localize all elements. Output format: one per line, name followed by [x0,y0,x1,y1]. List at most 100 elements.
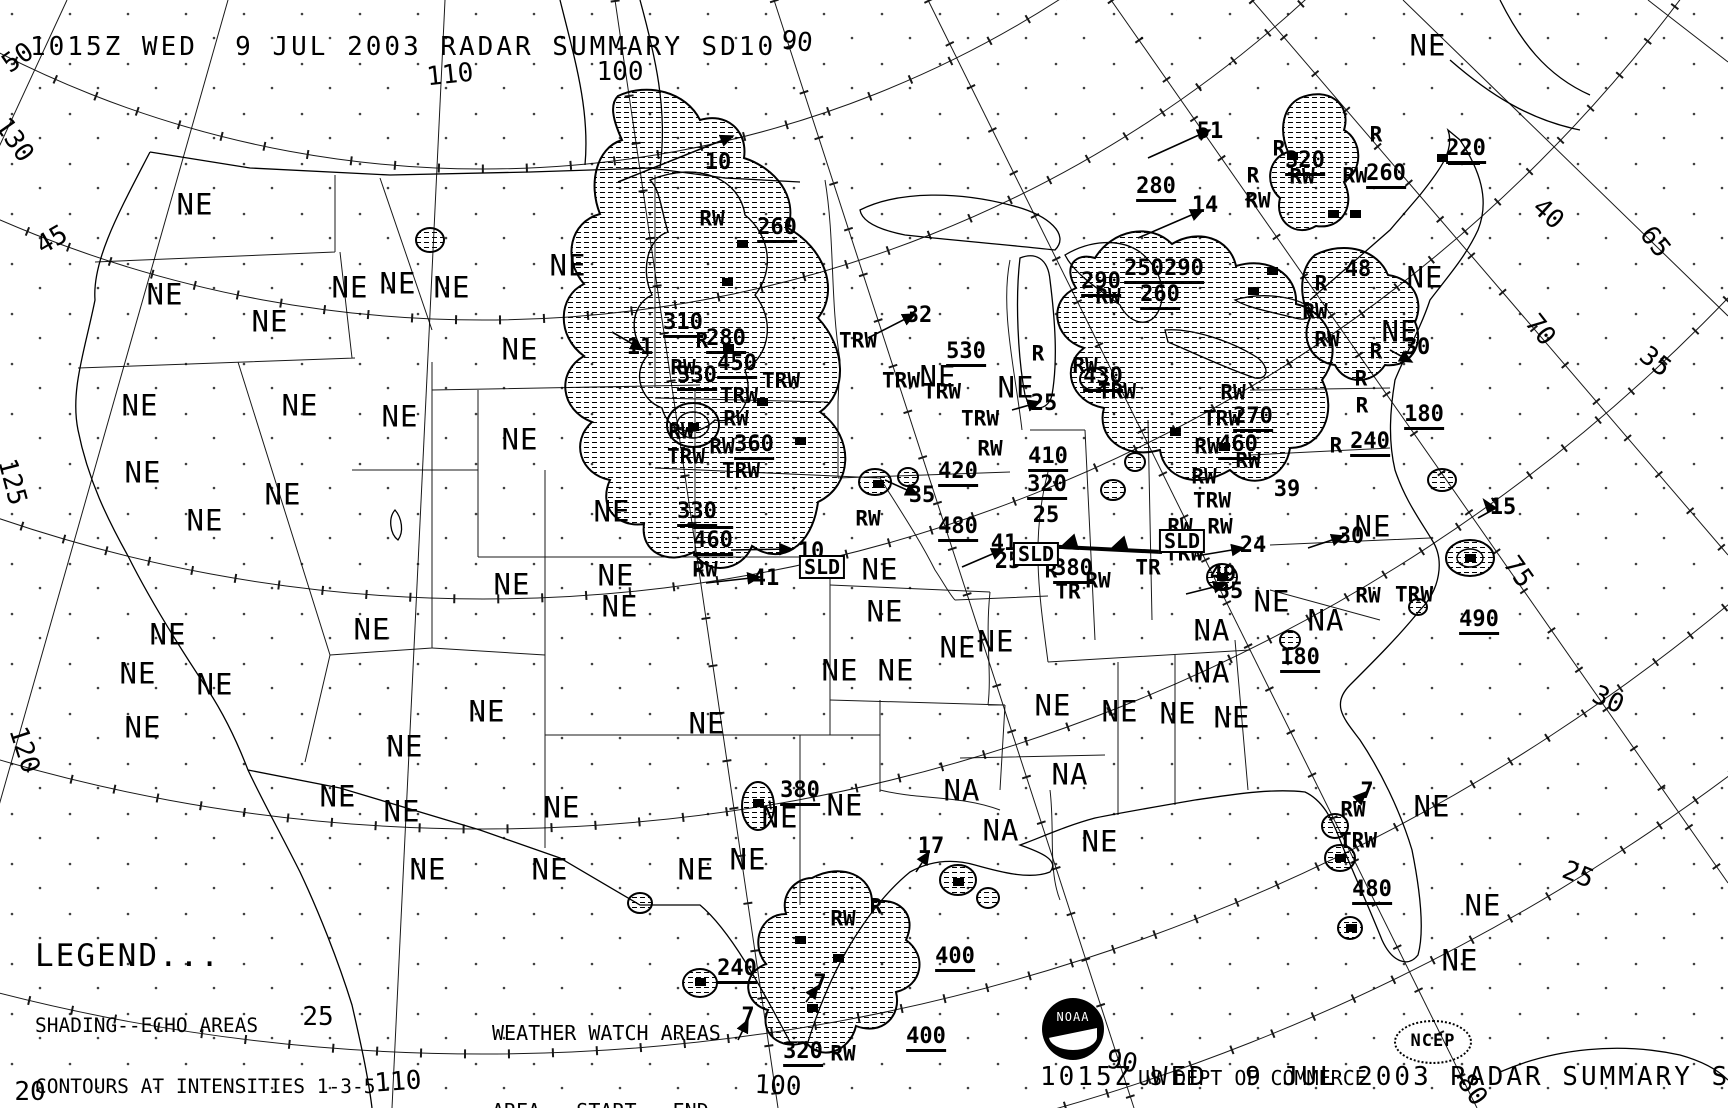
map-label-ne: NE [821,653,859,688]
map-label-ne: NE [353,612,391,647]
map-label-ne: NE [176,187,214,222]
map-label-top: 320 [1285,150,1325,176]
map-label-ne: NE [493,567,531,602]
map-label-wx: RW [1245,188,1271,213]
map-label-wx: R [1354,366,1368,391]
map-label-ne: NE [1354,509,1392,544]
map-label-ne: NE [826,788,864,823]
map-label-wx: R [1031,341,1045,366]
map-label-ne: NE [146,277,184,312]
map-label-top: 330 [677,365,717,391]
map-label-wx: RW [977,436,1003,461]
map-label-wx: RW [1302,299,1328,324]
map-label-wx: TRW [1395,582,1433,607]
map-label-wx: TRW [762,368,800,393]
map-label-top: 180 [1280,647,1320,673]
map-label-top: 410 [1028,446,1068,472]
map-label-wx: RW [1072,353,1098,378]
map-label-wx: TRW [961,406,999,431]
map-label-grat: 100 [753,1069,803,1103]
map-label-top: 270 [1233,406,1273,432]
map-label-ne: NE [531,852,569,887]
map-label-grat: 100 [596,57,644,87]
map-label-wx: R [1246,163,1260,188]
map-label-wx: R [869,894,883,919]
map-label-ne: NE [1409,28,1447,63]
map-label-box: SLD [1012,542,1060,566]
map-label-ne: NE [1464,888,1502,923]
map-label-wx: R [1314,271,1328,296]
map-label-ne: NE [877,653,915,688]
map-label-grat: 90 [779,25,815,59]
map-label-ne: NE [866,594,904,629]
map-label-spd: 49 [1209,562,1237,587]
map-label-wx: RW [1085,568,1111,593]
map-label-wx: RW [1355,583,1381,608]
map-label-spd: 35 [1216,579,1244,604]
map-label-ne: NE [861,552,899,587]
map-label-ne: NE [1081,824,1119,859]
map-label-box: SLD [798,555,846,579]
map-label-box: SLD [1158,529,1206,553]
map-label-ne: NE [433,270,471,305]
map-label-top: 330 [677,501,717,527]
map-label-top: 360 [734,434,774,460]
map-label-top: 480 [938,516,978,542]
map-label-wx: RW [699,206,725,231]
map-label-ne: NE [1101,694,1139,729]
map-label-ne: NE [1441,943,1479,978]
map-label-ne: NE [381,399,419,434]
movement-arrows [611,129,1498,1041]
map-label-ne: NE [1034,688,1072,723]
map-label-ne: NA [1051,757,1089,792]
map-label-ne: NE [251,304,289,339]
map-label-ne: NE [379,266,417,301]
legend-block: LEGEND... SHADING--ECHO AREAS CONTOURS A… [35,900,411,1108]
map-label-ne: NE [196,667,234,702]
map-label-wx: RW [1194,434,1220,459]
map-label-top: 380 [780,780,820,806]
map-label-top: 180 [1404,404,1444,430]
ncep-logo-icon: NCEP [1394,1020,1472,1064]
map-label-ne: NE [319,779,357,814]
map-label-wx: RW [855,506,881,531]
map-label-spd: 25 [1030,391,1058,416]
echo-areas [415,88,1495,1054]
map-label-top: 260 [1140,284,1180,310]
map-label-ne: NA [943,773,981,808]
map-label-ne: NE [149,617,187,652]
map-label-spd: 10 [704,150,732,175]
map-label-wx: RW [1289,164,1315,189]
map-label-spd: 41 [990,531,1018,556]
cell-centroids [688,152,1476,1012]
map-label-top: 280 [1136,176,1176,202]
map-label-wx: R [1369,339,1383,364]
map-label-top: 320 [783,1041,823,1067]
map-label-wx: RW [1340,797,1366,822]
map-label-top: 400 [906,1026,946,1052]
map-label-top: 400 [935,946,975,972]
map-label-spd: 25 [1032,503,1060,528]
map-label-wx: TR [1135,555,1161,580]
map-label-spd: 7 [741,1004,755,1029]
map-label-ne: NE [597,558,635,593]
map-label-wx: RW [670,355,696,380]
map-label-ne: NE [761,800,799,835]
map-label-ne: NE [593,494,631,529]
map-label-spd: 48 [1344,257,1372,282]
map-label-spd: 30 [1337,524,1365,549]
map-label-wx: RW [1220,380,1246,405]
map-label-top: 260 [757,217,797,243]
map-label-spd: 35 [908,483,936,508]
map-label-top: 320 [1027,474,1067,500]
map-label-ne: NE [386,729,424,764]
map-label-spd: 17 [917,834,945,859]
noaa-logo-text: NOAA [1056,1010,1090,1024]
map-label-top: 280 [706,328,746,354]
map-label-top: 430 [1083,366,1123,392]
map-label-spd: 39 [1273,477,1301,502]
map-label-wx: R [1369,122,1383,147]
map-label-ne: NE [677,852,715,887]
